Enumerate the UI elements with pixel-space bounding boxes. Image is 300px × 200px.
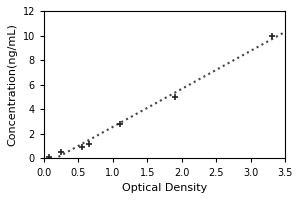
Y-axis label: Concentration(ng/mL): Concentration(ng/mL) (7, 23, 17, 146)
X-axis label: Optical Density: Optical Density (122, 183, 207, 193)
